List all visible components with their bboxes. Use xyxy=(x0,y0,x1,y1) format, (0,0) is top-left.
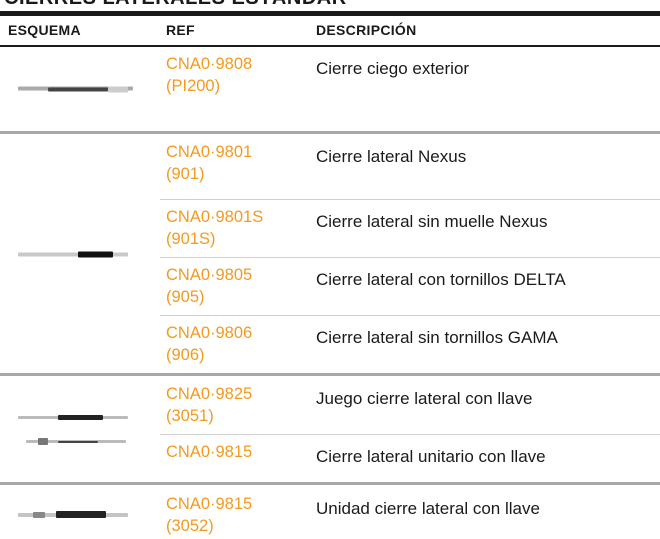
row-separator xyxy=(160,257,660,258)
description: Cierre lateral unitario con llave xyxy=(316,447,546,466)
schematic-image xyxy=(18,251,128,258)
ref-code: CNA0·9808 xyxy=(166,55,253,73)
schematic-part xyxy=(56,511,106,518)
ref-code: CNA0·9815 xyxy=(166,495,253,513)
ref-code: CNA0·9825 xyxy=(166,385,253,403)
ref-code: CNA0·9801S xyxy=(166,208,264,226)
column-header: DESCRIPCIÓN xyxy=(316,22,417,38)
schematic-part xyxy=(33,512,45,518)
ref-code: CNA0·9801 xyxy=(166,143,253,161)
description: Cierre lateral sin muelle Nexus xyxy=(316,212,548,231)
description: Cierre ciego exterior xyxy=(316,59,470,78)
schematic-part xyxy=(48,87,108,92)
top-rule xyxy=(0,11,660,16)
ref-alt-code: (3051) xyxy=(166,407,214,425)
schematic-part xyxy=(78,251,113,258)
group-separator xyxy=(0,482,660,485)
description: Juego cierre lateral con llave xyxy=(316,389,533,408)
ref-alt-code: (3052) xyxy=(166,517,214,535)
ref-alt-code: (901S) xyxy=(166,230,216,248)
ref-alt-code: (905) xyxy=(166,288,205,306)
group-separator xyxy=(0,131,660,134)
ref-code: CNA0·9815 xyxy=(166,443,253,461)
column-header: REF xyxy=(166,22,195,38)
ref-alt-code: (906) xyxy=(166,346,205,364)
group-separator xyxy=(0,373,660,376)
schematic-part xyxy=(108,86,128,93)
ref-code: CNA0·9806 xyxy=(166,324,253,342)
schematic-part xyxy=(58,415,103,420)
description: Cierre lateral Nexus xyxy=(316,147,467,166)
row-separator xyxy=(160,199,660,200)
schematic-part xyxy=(38,438,48,445)
description: Cierre lateral sin tornillos GAMA xyxy=(316,328,558,347)
schematic-image xyxy=(18,415,128,445)
row-separator xyxy=(160,434,660,435)
schematic-image xyxy=(18,511,128,518)
ref-alt-code: (PI200) xyxy=(166,77,221,95)
schematic-image xyxy=(18,86,133,93)
description: Unidad cierre lateral con llave xyxy=(316,499,540,518)
schematic-part xyxy=(58,441,98,443)
column-header: ESQUEMA xyxy=(8,22,81,38)
header-rule xyxy=(0,45,660,47)
description: Cierre lateral con tornillos DELTA xyxy=(316,270,566,289)
ref-code: CNA0·9805 xyxy=(166,266,253,284)
ref-alt-code: (901) xyxy=(166,165,205,183)
row-separator xyxy=(160,315,660,316)
section-title: CIERRES LATERALES ESTÁNDAR xyxy=(4,0,347,10)
